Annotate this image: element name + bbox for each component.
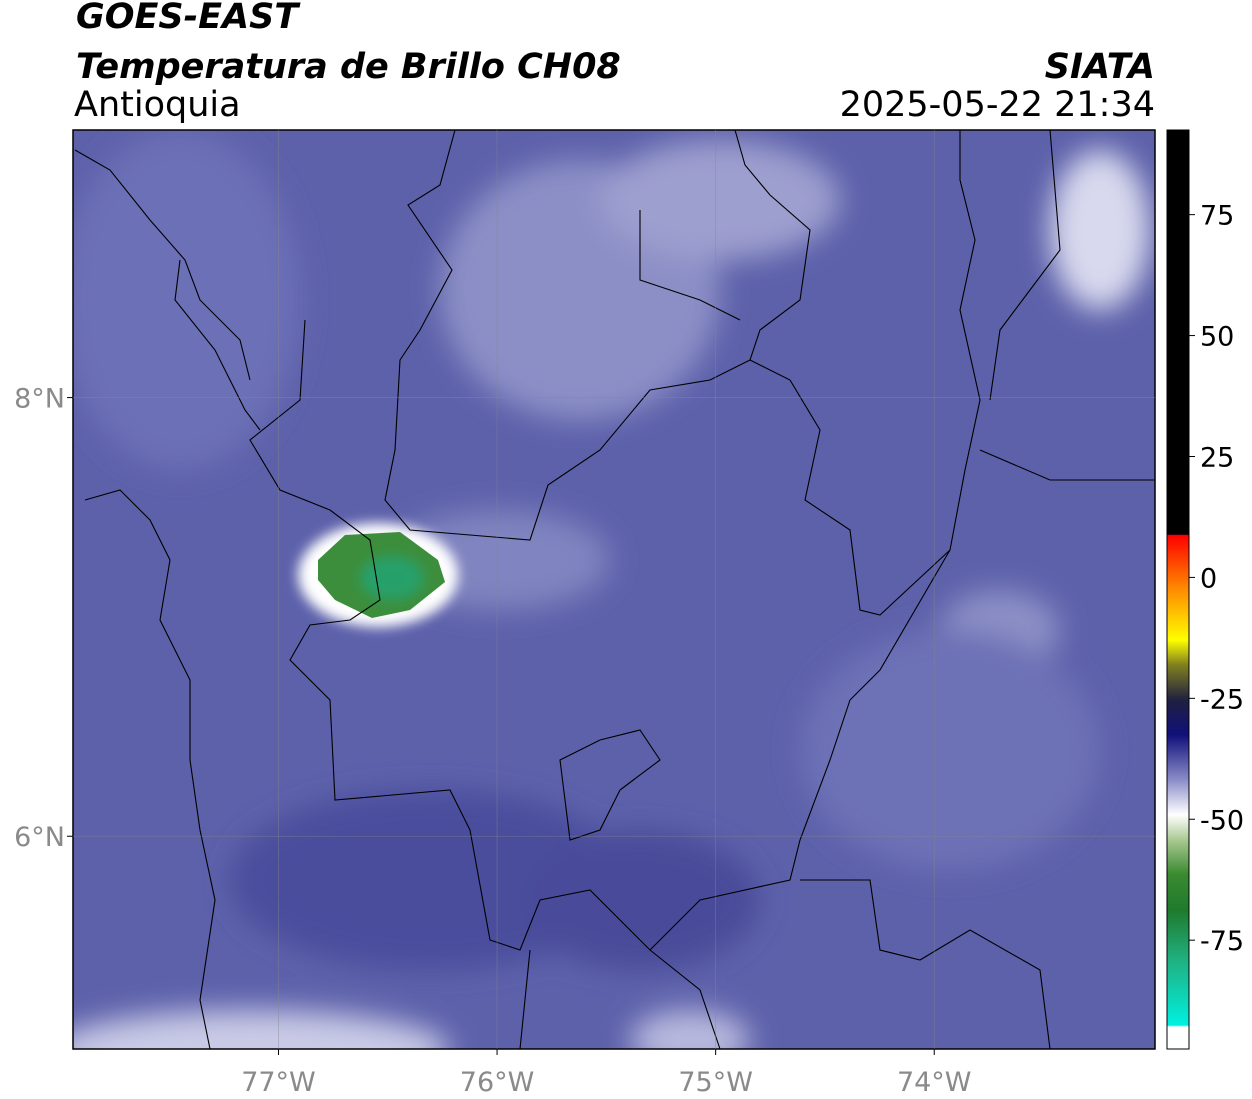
colorbar-tick-label: 0 — [1200, 563, 1217, 594]
lon-tick-label: 75°W — [678, 1067, 753, 1098]
convective-cell — [298, 523, 458, 627]
colorbar-tick-label: 25 — [1200, 442, 1234, 473]
datetime: 2025-05-22 21:34 — [840, 85, 1155, 125]
map-image — [73, 130, 1155, 1049]
colorbar-tick-label: -75 — [1200, 926, 1244, 957]
title: GOES-EAST — [76, 0, 301, 37]
lon-tick-label: 76°W — [460, 1067, 535, 1098]
cloud-field — [73, 130, 1150, 1049]
colorbar — [1166, 129, 1190, 1050]
lat-tick-label: 8°N — [14, 384, 65, 415]
region: Antioquia — [74, 85, 241, 125]
lat-tick-label: 6°N — [14, 822, 65, 853]
source: SIATA — [1045, 47, 1155, 87]
boundaries — [74, 130, 1155, 1049]
colorbar-tick-label: -25 — [1200, 684, 1244, 715]
lon-tick-label: 77°W — [241, 1067, 316, 1098]
map-frame — [72, 129, 1156, 1050]
lon-tick-label: 74°W — [897, 1067, 972, 1098]
colorbar-tick-label: 50 — [1200, 322, 1234, 353]
colorbar-tick-label: 75 — [1200, 201, 1234, 232]
subtitle: Temperatura de Brillo CH08 — [76, 47, 621, 87]
colorbar-tick-label: -50 — [1200, 805, 1244, 836]
